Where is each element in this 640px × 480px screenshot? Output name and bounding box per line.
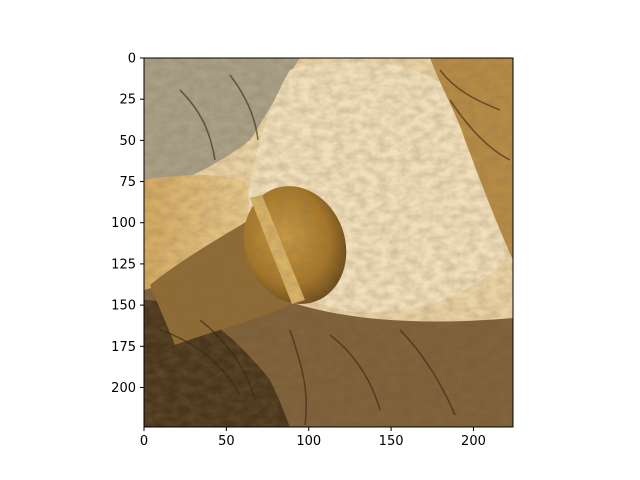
y-tick-label: 125: [111, 257, 136, 272]
x-tick-label: 50: [218, 434, 235, 449]
y-tick-label: 175: [111, 340, 136, 355]
x-tick-label: 0: [140, 434, 148, 449]
texture-grain: [144, 58, 513, 427]
y-tick-label: 25: [119, 93, 136, 108]
x-axis: 0 50 100 150 200: [140, 427, 486, 449]
x-tick-label: 150: [379, 434, 404, 449]
y-tick-label: 150: [111, 299, 136, 314]
y-tick-label: 75: [119, 175, 136, 190]
y-tick-label: 200: [111, 381, 136, 396]
x-tick-label: 100: [296, 434, 321, 449]
y-tick-label: 100: [111, 216, 136, 231]
wrinkle-lines: [159, 69, 511, 426]
y-tick-label: 0: [128, 52, 136, 67]
y-axis: 0 25 50 75 100 125 150 175 200: [111, 52, 144, 396]
axes-frame: [143, 57, 514, 428]
y-tick-label: 50: [119, 134, 136, 149]
image-area: [144, 58, 513, 427]
x-tick-label: 200: [461, 434, 486, 449]
